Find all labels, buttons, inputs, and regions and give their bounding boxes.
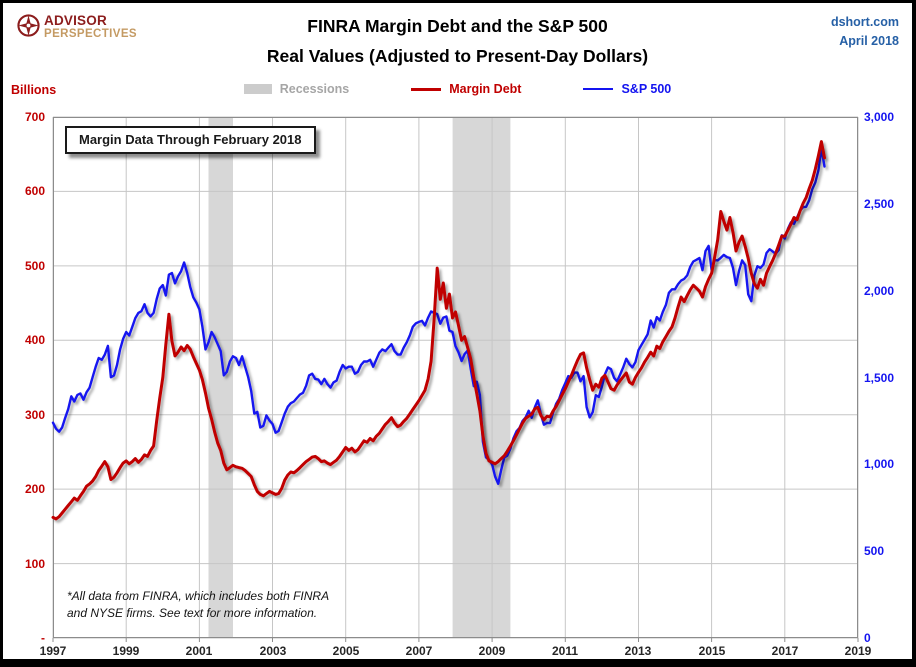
left-axis-tick: 600: [24, 184, 45, 198]
right-axis-tick: 2,500: [864, 197, 895, 211]
x-axis-tick: 2007: [405, 644, 433, 658]
footnote: *All data from FINRA, which includes bot…: [67, 588, 329, 622]
legend: Recessions Margin Debt S&P 500: [3, 82, 912, 96]
x-axis-tick: 2011: [551, 644, 579, 658]
right-axis-tick: 500: [864, 544, 885, 558]
right-axis-tick: 0: [864, 631, 871, 645]
source-block: dshort.com April 2018: [831, 13, 899, 51]
x-axis-tick: 2017: [771, 644, 799, 658]
recession-band: [452, 117, 511, 638]
left-axis-tick: 300: [24, 408, 45, 422]
legend-item-recessions: Recessions: [243, 82, 350, 96]
left-axis-tick: 400: [24, 333, 45, 347]
margin-debt-line-swatch-icon: [411, 87, 442, 91]
left-axis-unit-label: Billions: [11, 83, 57, 97]
footnote-line1: *All data from FINRA, which includes bot…: [67, 589, 330, 603]
footnote-line2: and NYSE firms. See text for more inform…: [67, 605, 318, 620]
plot-area: [51, 116, 859, 642]
x-axis-tick: 1997: [39, 644, 67, 658]
advisor-perspectives-logo: ADVISOR PERSPECTIVES: [17, 14, 137, 42]
chart-title-line1: FINRA Margin Debt and the S&P 500: [307, 16, 608, 36]
x-axis-tick: 1999: [112, 644, 140, 658]
x-axis-tick: 2005: [332, 644, 360, 658]
source-date: April 2018: [839, 33, 899, 48]
x-axis-tick: 2003: [259, 644, 287, 658]
recession-swatch-icon: [243, 84, 272, 94]
margin-debt-line: [51, 140, 826, 521]
chart-title-line2: Real Values (Adjusted to Present-Day Dol…: [266, 46, 649, 66]
right-axis-tick: 2,000: [864, 284, 895, 298]
right-axis-tick: 1,000: [864, 457, 895, 471]
sp500-line-swatch-icon: [583, 88, 614, 90]
legend-item-sp500: S&P 500: [583, 82, 671, 96]
logo-text-advisor: ADVISOR: [44, 13, 107, 28]
left-axis-tick: 100: [24, 557, 45, 571]
x-axis-tick: 2009: [478, 644, 506, 658]
sp500-line: [51, 147, 826, 485]
plot-svg: [51, 116, 859, 642]
legend-label-sp500: S&P 500: [621, 82, 672, 96]
left-axis-tick: 200: [24, 482, 45, 496]
plot-border: [53, 117, 858, 638]
right-axis-tick: 1,500: [864, 371, 895, 385]
left-axis-tick: -: [41, 631, 45, 645]
x-axis-tick: 2001: [185, 644, 213, 658]
legend-item-margin-debt: Margin Debt: [411, 82, 521, 96]
x-axis-tick: 2015: [698, 644, 726, 658]
compass-logo-icon: [17, 14, 40, 42]
right-axis-tick: 3,000: [864, 110, 895, 124]
source-site: dshort.com: [830, 15, 899, 29]
recession-band: [208, 117, 233, 638]
chart-title: FINRA Margin Debt and the S&P 500 Real V…: [3, 16, 912, 67]
left-axis-tick: 500: [24, 259, 45, 273]
legend-label-margin-debt: Margin Debt: [449, 82, 522, 96]
left-axis-tick: 700: [24, 110, 45, 124]
logo-text-perspectives: PERSPECTIVES: [44, 27, 137, 40]
x-axis-tick: 2013: [624, 644, 652, 658]
x-axis-tick: 2019: [844, 644, 872, 658]
legend-label-recessions: Recessions: [279, 82, 350, 96]
annotation-box: Margin Data Through February 2018: [65, 126, 316, 154]
